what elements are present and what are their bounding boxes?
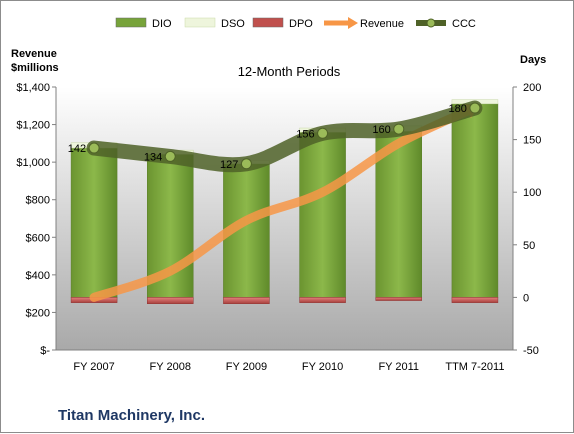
dpo-bar (147, 297, 194, 304)
right-axis-ticks: -50 0 50 100 150 200 (513, 82, 541, 357)
left-axis-ticks: $- $200 $400 $600 $800 $1,000 $1,200 $1,400 (16, 82, 56, 357)
company-name: Titan Machinery, Inc. (58, 407, 205, 424)
ccc-data-label: 127 (220, 159, 238, 171)
dpo-bar (451, 297, 499, 303)
dio-bar (70, 147, 118, 298)
ccc-data-label: 142 (68, 143, 86, 155)
legend-label-ccc: CCC (452, 18, 476, 30)
left-tick-label: $600 (26, 232, 50, 244)
chart-subtitle: 12-Month Periods (238, 64, 341, 79)
category-label: FY 2007 (73, 361, 114, 373)
legend-swatch-dio (115, 17, 147, 28)
legend-swatch-revenue-arrow (348, 17, 358, 29)
category-label: FY 2010 (302, 361, 343, 373)
category-label: FY 2008 (150, 361, 191, 373)
dio-bar (451, 103, 499, 298)
left-tick-label: $- (40, 345, 50, 357)
right-tick-label: 50 (523, 240, 535, 252)
left-tick-label: $1,000 (16, 157, 50, 169)
category-label: FY 2009 (226, 361, 267, 373)
right-tick-label: 200 (523, 82, 541, 94)
legend-label-dpo: DPO (289, 18, 313, 30)
bars-group (70, 99, 499, 304)
dpo-bar (223, 297, 270, 304)
dpo-bar (299, 297, 346, 303)
ccc-data-label: 160 (372, 124, 390, 136)
revenue-line (89, 103, 480, 302)
category-label: TTM 7-2011 (445, 361, 504, 373)
ccc-marker (88, 142, 100, 154)
ccc-data-label: 180 (449, 103, 467, 115)
legend-swatch-ccc-marker (426, 18, 436, 28)
right-axis-title: Days (520, 54, 546, 66)
left-tick-label: $1,200 (16, 120, 50, 132)
right-tick-label: -50 (523, 345, 539, 357)
legend-swatch-dso (184, 17, 216, 28)
legend-label-revenue: Revenue (360, 18, 404, 30)
category-label: FY 2011 (378, 361, 419, 373)
ccc-marker (164, 150, 176, 162)
ccc-marker (393, 123, 405, 135)
lines-group: 142 134 127 156 160 180 (68, 100, 483, 302)
ccc-marker (240, 158, 252, 170)
legend: DIO DSO DPO Revenue CCC (115, 17, 476, 30)
legend-label-dso: DSO (221, 18, 245, 30)
right-tick-label: 150 (523, 135, 541, 147)
right-tick-label: 100 (523, 187, 541, 199)
left-tick-label: $400 (26, 270, 50, 282)
legend-label-dio: DIO (152, 18, 172, 30)
left-axis-title-line2: $millions (11, 62, 59, 74)
right-tick-label: 0 (523, 292, 529, 304)
ccc-data-label: 156 (296, 128, 314, 140)
left-axis-title-line1: Revenue (11, 48, 57, 60)
ccc-data-label: 134 (144, 151, 162, 163)
ccc-line (86, 100, 483, 173)
plot-area (56, 87, 513, 350)
left-tick-label: $1,400 (16, 82, 50, 94)
ccc-marker (469, 102, 481, 114)
dio-bar (299, 131, 346, 298)
left-tick-label: $200 (26, 307, 50, 319)
left-tick-label: $800 (26, 195, 50, 207)
ccc-marker (317, 127, 329, 139)
category-labels: FY 2007 FY 2008 FY 2009 FY 2010 FY 2011 TTM 7… (73, 361, 504, 373)
dpo-bar (375, 297, 422, 301)
legend-swatch-dpo (252, 17, 284, 28)
dio-bar (375, 130, 422, 298)
